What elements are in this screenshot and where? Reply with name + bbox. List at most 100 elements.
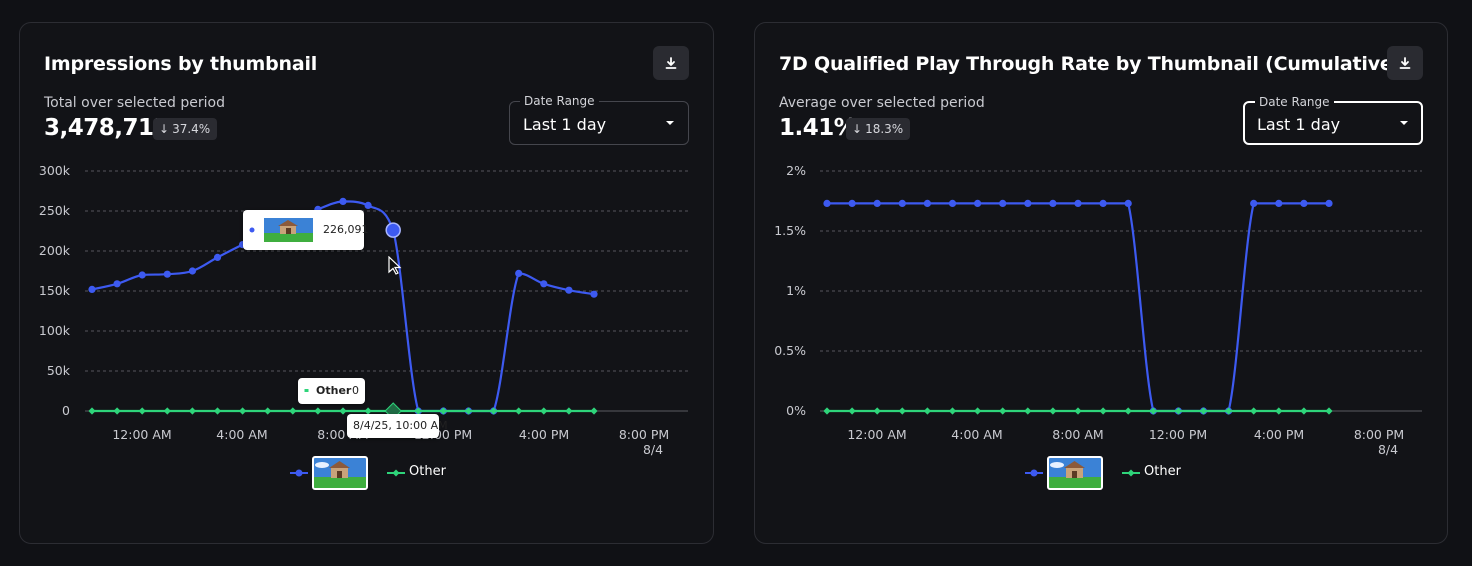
arrow-down-icon: ↓ bbox=[159, 122, 170, 136]
x-tick-label: 4:00 PM bbox=[1254, 427, 1304, 442]
mouse-cursor-icon bbox=[388, 256, 402, 275]
data-point bbox=[213, 407, 222, 415]
x-tick-label: 4:00 PM bbox=[519, 427, 569, 442]
summary-value: 3,478,715 bbox=[44, 115, 170, 141]
thumbnail-image-icon bbox=[1047, 456, 1103, 490]
data-point bbox=[490, 407, 498, 415]
data-point bbox=[848, 407, 856, 415]
hover-point bbox=[385, 222, 401, 238]
download-button[interactable] bbox=[653, 46, 689, 80]
data-point bbox=[239, 407, 247, 415]
date-range-select[interactable]: Date Range Last 1 day bbox=[509, 94, 689, 145]
date-range-select[interactable]: Date Range Last 1 day bbox=[1243, 95, 1423, 145]
data-point bbox=[848, 199, 856, 207]
data-point bbox=[163, 270, 171, 278]
series-line-icon bbox=[290, 469, 308, 477]
data-point bbox=[1124, 199, 1132, 207]
data-point bbox=[948, 199, 957, 207]
series-line-thumbnail bbox=[91, 200, 595, 413]
data-point bbox=[823, 407, 831, 415]
y-tick-label: 0% bbox=[786, 403, 806, 418]
data-point bbox=[1174, 407, 1182, 415]
legend-label: Other bbox=[1144, 464, 1181, 479]
data-point bbox=[873, 407, 881, 415]
caret-down-icon bbox=[666, 121, 674, 125]
y-tick-label: 1% bbox=[786, 283, 806, 298]
data-point bbox=[364, 407, 372, 415]
data-point bbox=[1024, 199, 1032, 207]
data-point bbox=[515, 269, 523, 277]
data-point bbox=[1250, 199, 1258, 207]
x-tick-label: 8:00 AM bbox=[1052, 427, 1103, 442]
change-value: 18.3% bbox=[865, 122, 904, 136]
series-line-thumbnail bbox=[827, 202, 1329, 413]
data-point bbox=[1325, 199, 1333, 207]
data-point bbox=[213, 253, 222, 261]
hover-tooltip-other: Other 0 bbox=[298, 378, 365, 404]
data-point bbox=[565, 407, 573, 415]
data-point bbox=[1275, 199, 1283, 207]
data-point bbox=[999, 407, 1007, 415]
arrow-down-icon: ↓ bbox=[852, 122, 863, 136]
series-marker-icon bbox=[304, 389, 309, 392]
tooltip-label: Other bbox=[316, 384, 352, 397]
data-point bbox=[113, 280, 121, 288]
data-point bbox=[88, 407, 96, 415]
tooltip-x-value: 8/4/25, 10:00 AM bbox=[353, 419, 448, 432]
chart-legends: Other Other bbox=[0, 456, 1472, 490]
y-tick-label: 300k bbox=[39, 163, 71, 178]
data-point bbox=[464, 407, 473, 415]
data-point bbox=[188, 267, 196, 275]
data-point bbox=[339, 197, 347, 205]
data-point bbox=[540, 280, 548, 288]
data-point bbox=[948, 407, 957, 415]
data-point bbox=[823, 199, 831, 207]
data-point bbox=[515, 407, 523, 415]
data-point bbox=[590, 290, 598, 298]
hover-tooltip-thumbnail: 226,091 bbox=[243, 210, 369, 250]
data-point bbox=[188, 407, 196, 415]
data-point bbox=[439, 407, 447, 415]
y-tick-label: 2% bbox=[786, 163, 806, 178]
data-point bbox=[974, 407, 982, 415]
data-point bbox=[898, 199, 906, 207]
data-point bbox=[1049, 407, 1057, 415]
y-tick-label: 200k bbox=[39, 243, 71, 258]
date-range-value: Last 1 day bbox=[1257, 115, 1341, 134]
data-point bbox=[414, 407, 422, 415]
data-point bbox=[1199, 407, 1208, 415]
data-point bbox=[540, 407, 548, 415]
x-tick-sublabel: 8/4 bbox=[1378, 442, 1398, 457]
download-icon bbox=[1399, 57, 1411, 69]
x-tick-label: 8:00 PM bbox=[619, 427, 669, 442]
y-tick-label: 0 bbox=[62, 403, 70, 418]
data-point bbox=[339, 407, 347, 415]
y-tick-label: 50k bbox=[47, 363, 71, 378]
date-range-label: Date Range bbox=[1255, 95, 1334, 109]
summary-value: 1.41% bbox=[779, 115, 857, 141]
change-value: 37.4% bbox=[172, 122, 211, 136]
data-point bbox=[113, 407, 121, 415]
tooltip-content bbox=[249, 218, 313, 242]
data-point bbox=[1250, 407, 1258, 415]
x-tick-label: 12:00 PM bbox=[1149, 427, 1207, 442]
data-point bbox=[565, 286, 573, 294]
summary-label: Total over selected period bbox=[44, 95, 225, 111]
data-point bbox=[1099, 407, 1107, 415]
data-point bbox=[314, 407, 322, 415]
y-tick-label: 0.5% bbox=[774, 343, 806, 358]
data-point bbox=[1074, 199, 1082, 207]
x-tick-label: 12:00 AM bbox=[847, 427, 906, 442]
download-button[interactable] bbox=[1387, 46, 1423, 80]
date-range-value: Last 1 day bbox=[523, 115, 607, 134]
card-title: Impressions by thumbnail bbox=[44, 53, 318, 75]
caret-down-icon bbox=[1400, 121, 1408, 125]
data-point bbox=[923, 199, 932, 207]
data-point bbox=[898, 407, 906, 415]
data-point bbox=[163, 407, 171, 415]
series-line-icon bbox=[1122, 469, 1140, 477]
card-title: 7D Qualified Play Through Rate by Thumbn… bbox=[779, 53, 1402, 75]
tooltip-value: 226,091 bbox=[323, 223, 369, 236]
